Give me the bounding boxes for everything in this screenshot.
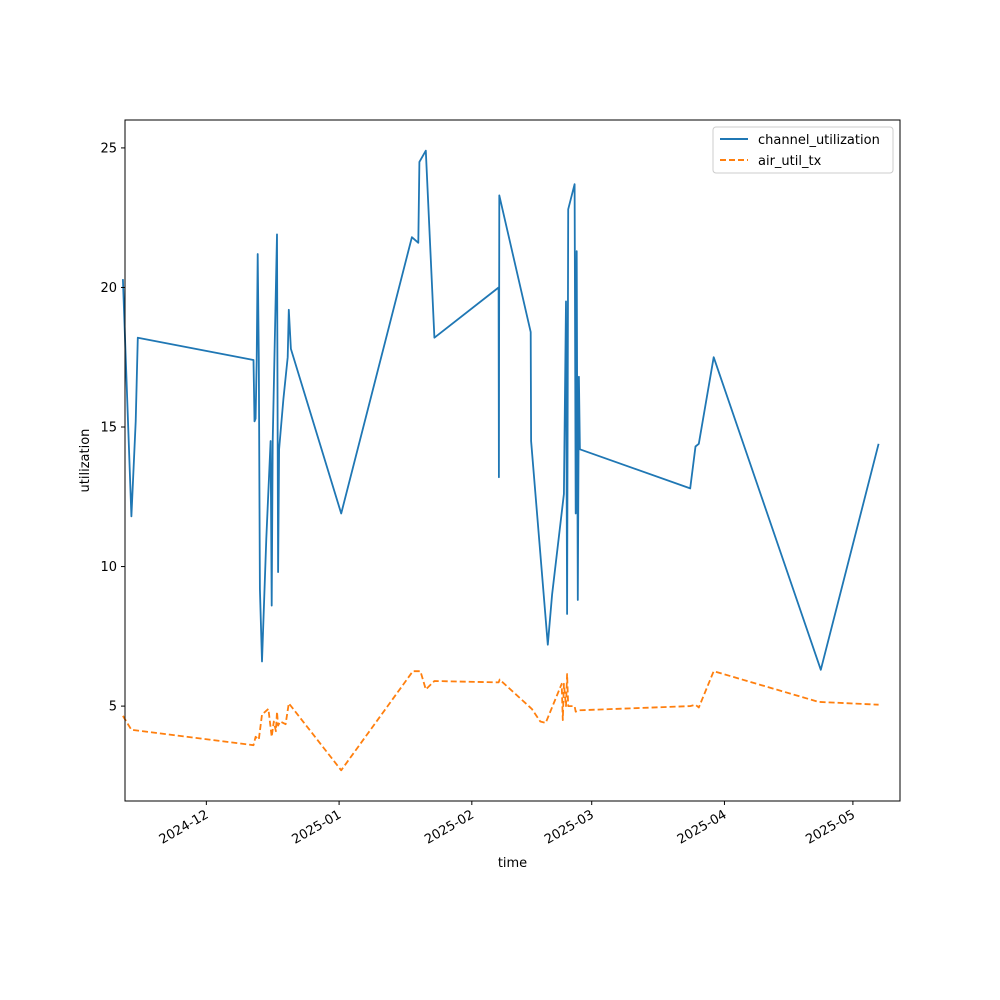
series-line-air-util-tx (122, 670, 879, 772)
series-line-channel-utilization (122, 149, 880, 671)
plot-frame (124, 119, 901, 802)
y-tick-label: 25 (100, 141, 117, 156)
x-axis: 2024-12 2025-01 2025-02 2025-03 2025-04 2025-… (157, 801, 858, 848)
y-tick-label: 20 (100, 281, 117, 296)
legend-label-air-util-tx: air_util_tx (758, 154, 822, 169)
x-tick-label: 2025-05 (803, 807, 858, 847)
legend-label-channel-utilization: channel_utilization (758, 133, 880, 148)
legend: channel_utilization air_util_tx (712, 126, 894, 174)
plot-lines (122, 149, 880, 772)
legend-box (712, 126, 894, 174)
x-tick-label: 2025-02 (422, 807, 477, 847)
y-axis-label: utilization (78, 429, 93, 493)
x-tick-label: 2025-01 (290, 807, 345, 847)
y-tick-label: 15 (100, 421, 117, 436)
y-tick-label: 10 (100, 560, 117, 575)
x-tick-label: 2025-04 (675, 807, 730, 847)
y-tick-label: 5 (109, 700, 117, 715)
x-axis-label: time (498, 856, 527, 871)
x-tick-label: 2024-12 (157, 807, 212, 847)
x-tick-label: 2025-03 (542, 807, 597, 847)
y-axis: 5 10 15 20 25 (100, 141, 125, 715)
